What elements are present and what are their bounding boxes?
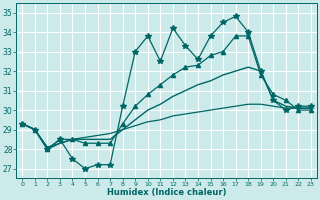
X-axis label: Humidex (Indice chaleur): Humidex (Indice chaleur) xyxy=(107,188,226,197)
